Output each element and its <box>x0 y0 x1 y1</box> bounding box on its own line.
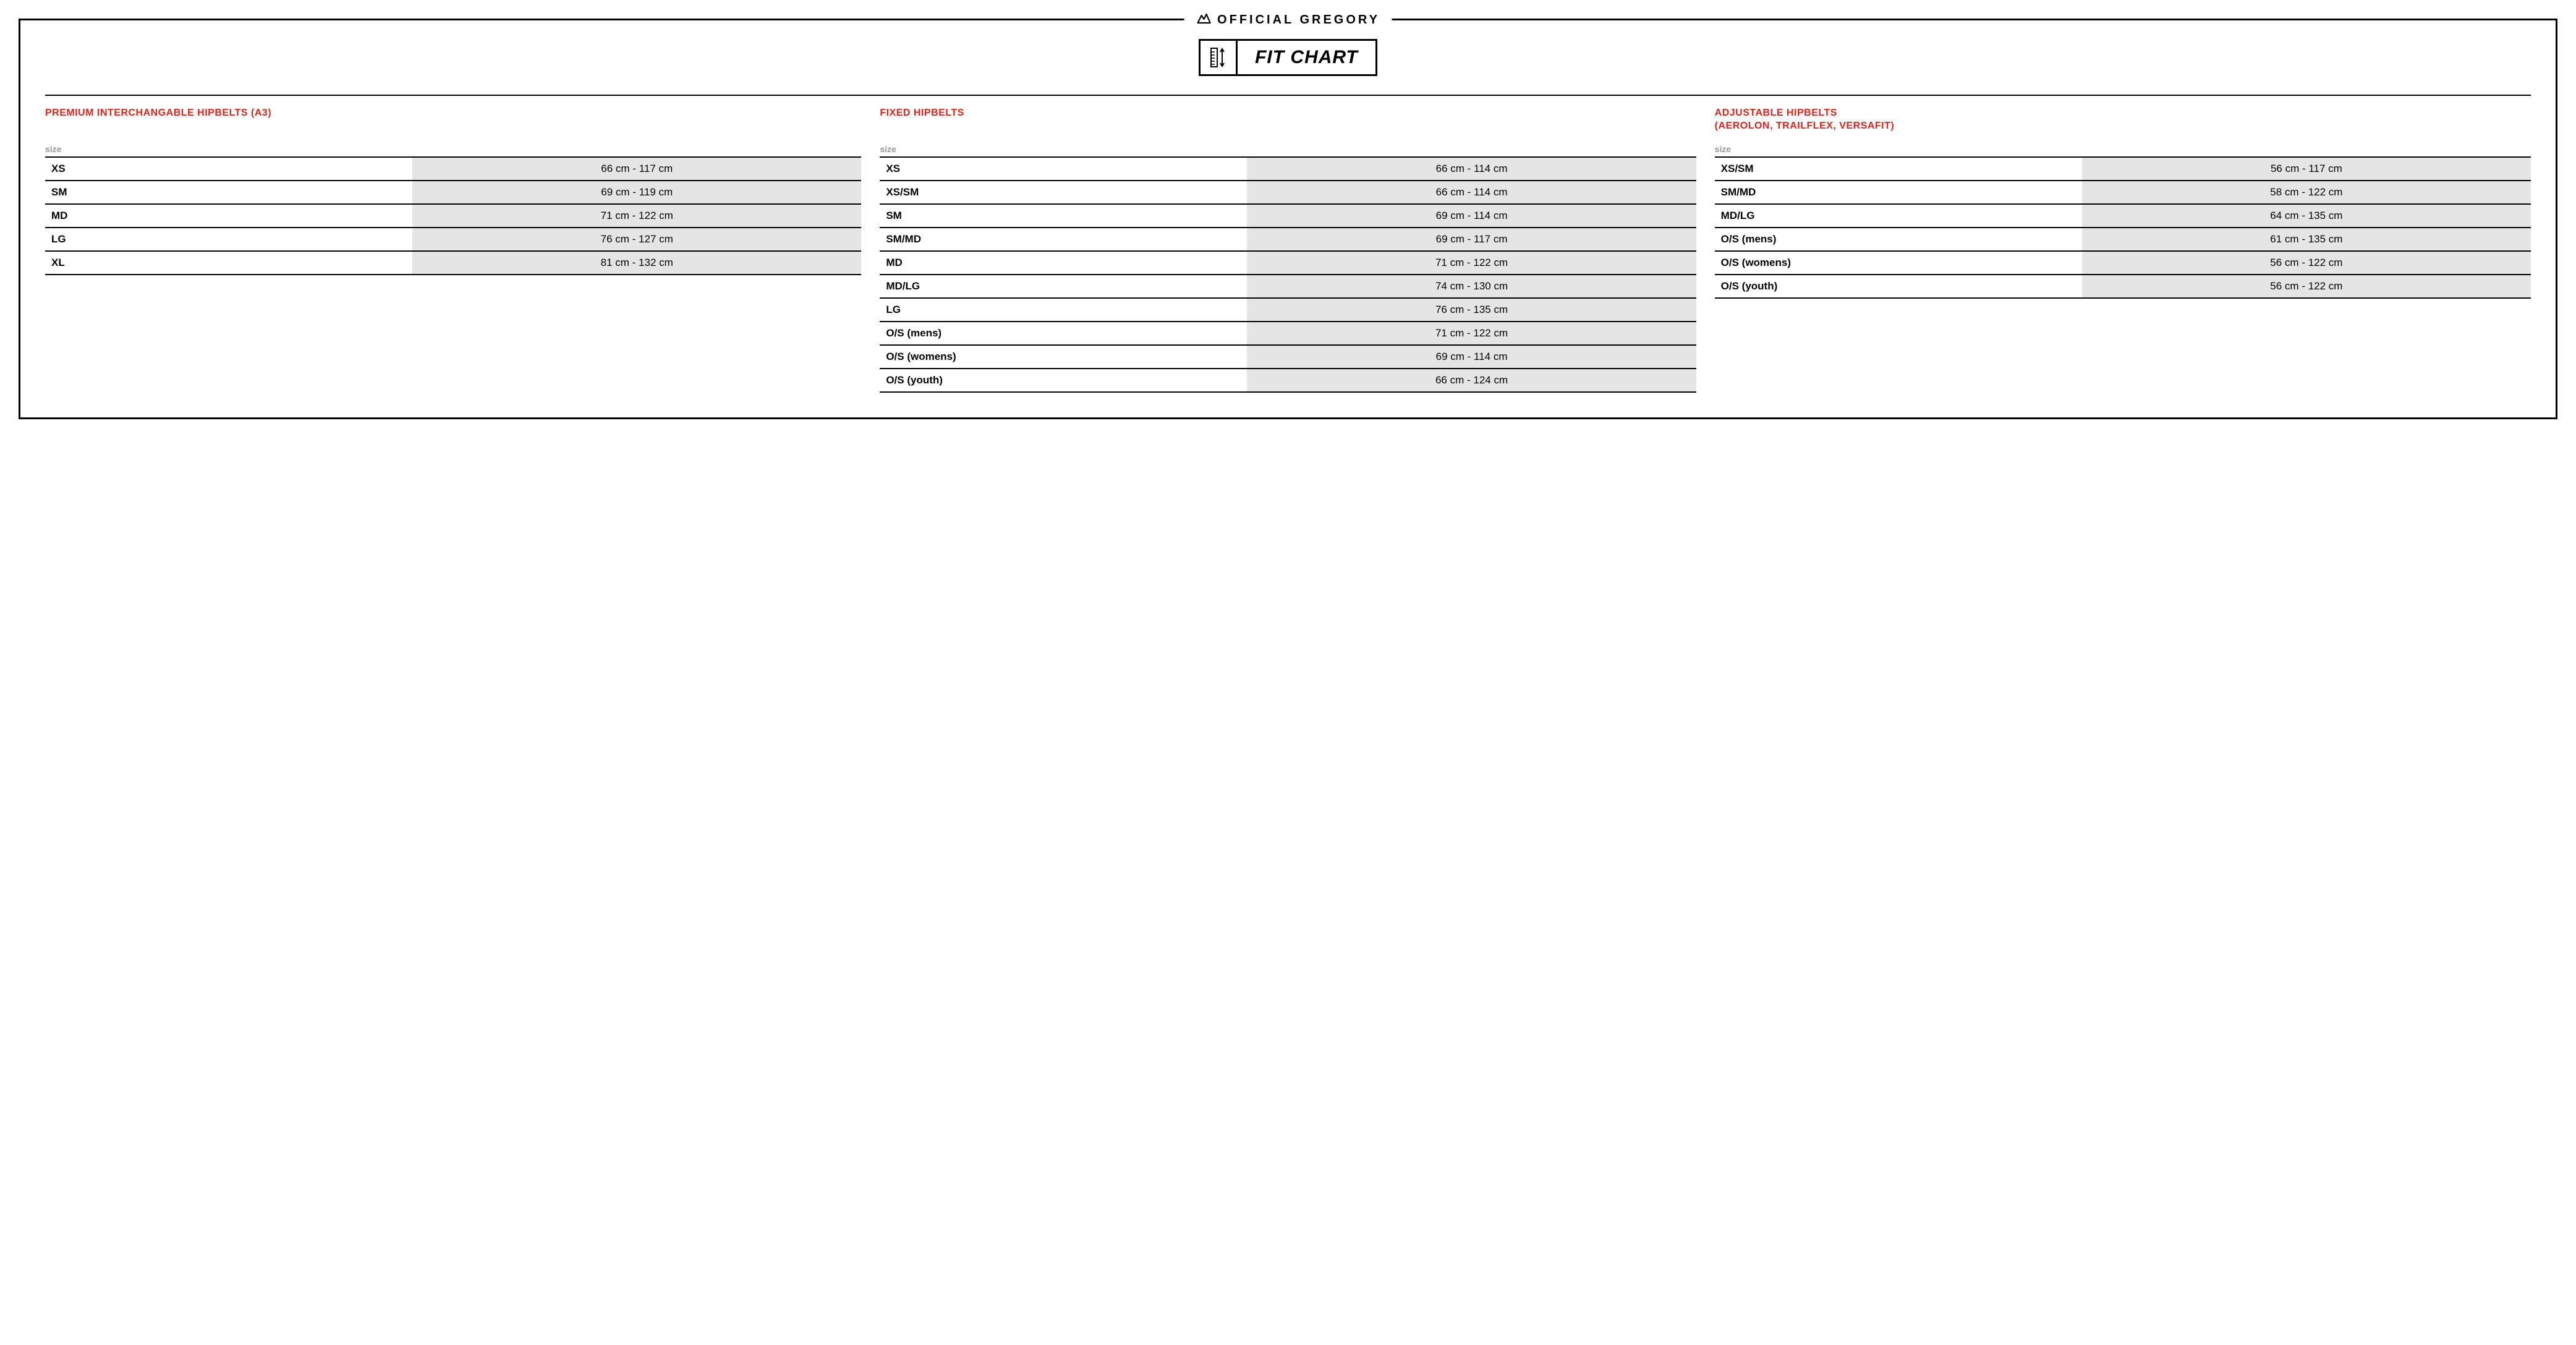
table-row: O/S (youth)56 cm - 122 cm <box>1715 275 2531 299</box>
column-title: FIXED HIPBELTS <box>880 107 1696 133</box>
size-cell: XS/SM <box>1715 158 2082 180</box>
range-cell: 81 cm - 132 cm <box>412 252 861 274</box>
table-row: O/S (womens)56 cm - 122 cm <box>1715 252 2531 275</box>
size-cell: O/S (youth) <box>1715 275 2082 297</box>
table-row: XS66 cm - 117 cm <box>45 158 861 181</box>
size-cell: MD <box>880 252 1247 274</box>
table-row: MD71 cm - 122 cm <box>45 205 861 228</box>
size-header-label: size <box>1715 144 2531 158</box>
range-cell: 76 cm - 135 cm <box>1247 299 1696 321</box>
range-cell: 56 cm - 122 cm <box>2082 275 2531 297</box>
range-cell: 66 cm - 124 cm <box>1247 369 1696 391</box>
size-cell: XS <box>880 158 1247 180</box>
table-row: XL81 cm - 132 cm <box>45 252 861 275</box>
table-row: SM/MD58 cm - 122 cm <box>1715 181 2531 205</box>
size-cell: O/S (mens) <box>1715 228 2082 250</box>
size-column: PREMIUM INTERCHANGABLE HIPBELTS (A3) size… <box>45 107 861 393</box>
size-cell: LG <box>880 299 1247 321</box>
table-row: XS/SM66 cm - 114 cm <box>880 181 1696 205</box>
range-cell: 69 cm - 119 cm <box>412 181 861 203</box>
header-band: OFFICIAL GREGORY <box>1184 12 1392 28</box>
size-cell: MD/LG <box>1715 205 2082 227</box>
range-cell: 58 cm - 122 cm <box>2082 181 2531 203</box>
table-row: XS/SM56 cm - 117 cm <box>1715 158 2531 181</box>
range-cell: 69 cm - 117 cm <box>1247 228 1696 250</box>
table-row: SM69 cm - 114 cm <box>880 205 1696 228</box>
column-title: PREMIUM INTERCHANGABLE HIPBELTS (A3) <box>45 107 861 133</box>
range-cell: 56 cm - 122 cm <box>2082 252 2531 274</box>
mountain-logo-icon <box>1196 12 1211 28</box>
size-header-label: size <box>880 144 1696 158</box>
ruler-icon <box>1201 41 1238 74</box>
table-row: SM69 cm - 119 cm <box>45 181 861 205</box>
table-row: MD/LG74 cm - 130 cm <box>880 275 1696 299</box>
table-row: MD71 cm - 122 cm <box>880 252 1696 275</box>
fit-chart-badge: FIT CHART <box>1199 39 1377 76</box>
chart-frame: OFFICIAL GREGORY FIT CHART PREMIUM INTER… <box>19 19 2557 419</box>
size-cell: O/S (womens) <box>1715 252 2082 274</box>
size-cell: O/S (mens) <box>880 322 1247 344</box>
size-cell: MD <box>45 205 412 227</box>
size-column: ADJUSTABLE HIPBELTS (AEROLON, TRAILFLEX,… <box>1715 107 2531 393</box>
table-row: SM/MD69 cm - 117 cm <box>880 228 1696 252</box>
range-cell: 69 cm - 114 cm <box>1247 346 1696 368</box>
size-cell: O/S (womens) <box>880 346 1247 368</box>
size-cell: O/S (youth) <box>880 369 1247 391</box>
table-row: O/S (womens)69 cm - 114 cm <box>880 346 1696 369</box>
range-cell: 61 cm - 135 cm <box>2082 228 2531 250</box>
size-cell: XS <box>45 158 412 180</box>
size-cell: LG <box>45 228 412 250</box>
size-column: FIXED HIPBELTSsizeXS66 cm - 114 cmXS/SM6… <box>880 107 1696 393</box>
size-cell: SM/MD <box>1715 181 2082 203</box>
column-title: ADJUSTABLE HIPBELTS (AEROLON, TRAILFLEX,… <box>1715 107 2531 133</box>
range-cell: 71 cm - 122 cm <box>1247 252 1696 274</box>
size-cell: SM <box>45 181 412 203</box>
range-cell: 64 cm - 135 cm <box>2082 205 2531 227</box>
columns-container: PREMIUM INTERCHANGABLE HIPBELTS (A3) size… <box>45 95 2531 393</box>
size-cell: SM/MD <box>880 228 1247 250</box>
size-cell: XL <box>45 252 412 274</box>
brand-text: OFFICIAL GREGORY <box>1217 13 1380 27</box>
range-cell: 74 cm - 130 cm <box>1247 275 1696 297</box>
table-row: O/S (mens)71 cm - 122 cm <box>880 322 1696 346</box>
size-cell: MD/LG <box>880 275 1247 297</box>
table-row: MD/LG64 cm - 135 cm <box>1715 205 2531 228</box>
range-cell: 69 cm - 114 cm <box>1247 205 1696 227</box>
badge-title: FIT CHART <box>1238 41 1375 74</box>
range-cell: 66 cm - 114 cm <box>1247 158 1696 180</box>
size-cell: XS/SM <box>880 181 1247 203</box>
table-row: O/S (mens)61 cm - 135 cm <box>1715 228 2531 252</box>
table-row: LG76 cm - 135 cm <box>880 299 1696 322</box>
range-cell: 71 cm - 122 cm <box>1247 322 1696 344</box>
table-row: XS66 cm - 114 cm <box>880 158 1696 181</box>
range-cell: 66 cm - 114 cm <box>1247 181 1696 203</box>
size-cell: SM <box>880 205 1247 227</box>
range-cell: 76 cm - 127 cm <box>412 228 861 250</box>
size-header-label: size <box>45 144 861 158</box>
range-cell: 66 cm - 117 cm <box>412 158 861 180</box>
range-cell: 71 cm - 122 cm <box>412 205 861 227</box>
range-cell: 56 cm - 117 cm <box>2082 158 2531 180</box>
table-row: LG76 cm - 127 cm <box>45 228 861 252</box>
table-row: O/S (youth)66 cm - 124 cm <box>880 369 1696 393</box>
